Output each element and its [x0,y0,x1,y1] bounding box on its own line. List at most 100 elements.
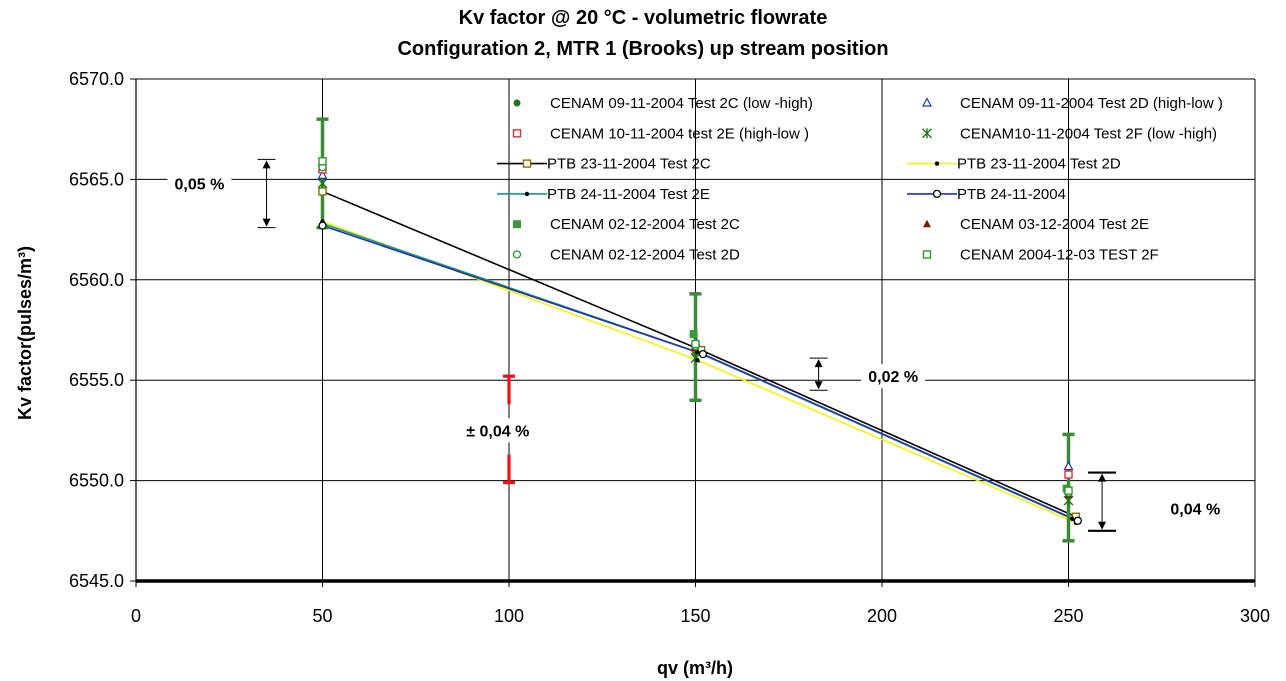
marker-triangle [317,169,328,179]
legend-label: CENAM10-11-2004 Test 2F (low -high) [960,125,1217,142]
data-point [698,349,708,359]
error-bar [503,374,515,485]
legend: CENAM 09-11-2004 Test 2C (low -high) CENA… [497,95,1223,264]
legend-marker [512,129,522,138]
x-tick-label: 250 [1053,606,1083,626]
annotation: 0,04 % [1088,471,1228,532]
series-line [322,224,1079,522]
legend-marker [922,250,932,259]
marker-square [1064,470,1073,479]
annotation-arrowhead-up [1098,473,1107,482]
marker-circle [698,349,708,359]
data-point [1064,470,1073,479]
legend-marker [524,191,530,197]
legend-marker [923,219,931,228]
x-tick-label: 150 [680,606,710,626]
legend-entry: CENAM 09-11-2004 Test 2D (high-low ) [922,95,1223,112]
legend-label: CENAM 2004-12-03 TEST 2F [960,247,1159,264]
y-tick-label: 6565.0 [69,169,124,189]
marker-square [1064,486,1073,495]
legend-entry: CENAM 02-12-2004 Test 2D [512,247,740,264]
annotation-label: ± 0,04 % [466,423,529,440]
annotation-label-bg [167,171,232,196]
chart-title: Kv factor @ 20 °C - volumetric flowrate [459,7,828,29]
legend-entry: PTB 23-11-2004 Test 2C [497,156,711,173]
data-point [691,339,700,349]
legend-label: PTB 23-11-2004 Test 2C [547,156,711,173]
legend-entry: CENAM 10-11-2004 test 2E (high-low ) [512,125,809,142]
data-markers [317,157,1082,525]
legend-entry: PTB 24-11-2004 [907,186,1066,203]
marker-square [513,220,521,229]
tick-labels: 6545.0 6550.0 6555.0 6560.0 6565.0 6570.0 0 50 1… [69,69,1270,626]
legend-entry: CENAM10-11-2004 Test 2F (low -high) [922,125,1217,142]
legend-label: CENAM 09-11-2004 Test 2C (low -high) [550,95,813,112]
data-point [1070,516,1075,521]
legend-marker [512,250,522,259]
x-tick-label: 100 [494,606,524,626]
data-point [689,330,698,339]
legend-entry: CENAM 2004-12-03 TEST 2F [922,247,1159,264]
marker-circle [318,221,327,230]
marker-circle [1073,516,1082,525]
x-tick-label: 200 [867,606,897,626]
annotation-label-bg [861,364,926,389]
legend-entry: PTB 23-11-2004 Test 2D [907,156,1121,173]
data-point [318,221,327,230]
annotation-label: 0,02 % [868,369,918,386]
data-point [317,178,328,189]
data-point [695,357,700,363]
x-axis-label: qv (m³/h) [657,658,733,678]
y-tick-label: 6560.0 [69,270,124,290]
annotation: 0,02 % [809,357,926,391]
marker-square [689,330,698,339]
legend-marker [513,220,521,229]
annotation-arrowhead-down [814,381,823,390]
x-tick-label: 300 [1240,606,1270,626]
legend-label: PTB 23-11-2004 Test 2D [957,156,1121,173]
legend-label: PTB 24-11-2004 Test 2E [547,186,710,203]
legend-marker [922,97,932,107]
marker-dot [695,357,700,363]
legend-marker [922,128,932,139]
marker-triangle [1063,460,1074,471]
marker-dot [524,191,530,197]
marker-square [318,187,327,196]
y-tick-label: 6570.0 [69,69,124,89]
marker-triangle [922,97,932,107]
legend-label: CENAM 02-12-2004 Test 2C [550,216,740,233]
annotation-arrowhead-up [262,160,271,169]
legend-label: CENAM 03-12-2004 Test 2E [960,216,1149,233]
legend-marker [513,99,521,107]
marker-circle [512,250,522,259]
y-tick-label: 6545.0 [69,571,124,591]
legend-entry: PTB 24-11-2004 Test 2E [497,186,710,203]
legend-entry: CENAM 09-11-2004 Test 2C (low -high) [513,95,813,112]
marker-square [691,339,700,349]
annotation-arrowhead-down [262,218,271,227]
annotation-label: 0,04 % [1170,502,1220,519]
chart-subtitle: Configuration 2, MTR 1 (Brooks) up strea… [397,38,888,60]
marker-triangle [923,219,931,228]
annotation-arrowhead-up [814,359,823,368]
annotation-arrowhead-down [1098,521,1107,530]
y-tick-label: 6555.0 [69,370,124,390]
y-tick-label: 6550.0 [69,471,124,491]
legend-entry: CENAM 02-12-2004 Test 2C [513,216,740,233]
marker-square [512,129,522,138]
marker-dot [934,161,940,166]
series-line [322,222,1073,520]
series-line [322,220,1077,524]
legend-label: PTB 24-11-2004 [957,186,1066,203]
x-tick-label: 50 [312,606,332,626]
annotation-label-bg [456,418,539,443]
data-point [317,169,328,179]
legend-label: CENAM 09-11-2004 Test 2D (high-low ) [960,95,1223,112]
legend-marker [934,161,940,166]
marker-square [318,157,327,166]
data-point [1073,516,1082,525]
x-tick-label: 0 [131,606,141,626]
marker-dot [1070,516,1075,521]
annotations: 0,05 % 0,02 % 0,04 % ± 0,04 % [167,158,1228,532]
marker-circle [932,189,942,199]
